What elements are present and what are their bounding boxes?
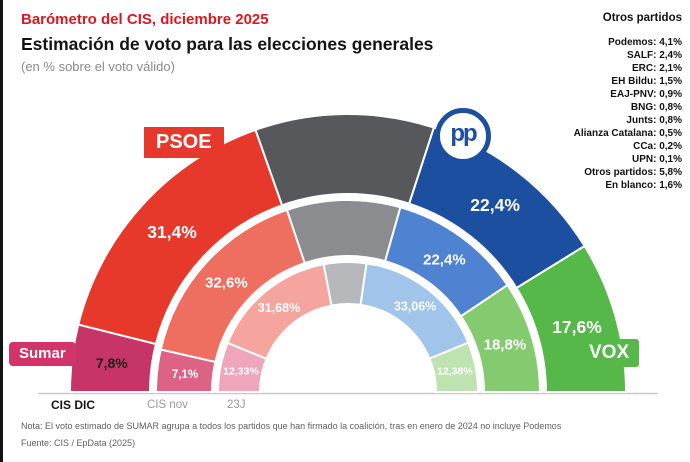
sumar-logo-badge: Sumar bbox=[9, 342, 76, 366]
others-panel: Otros partidos Podemos: 4,1% SALF: 2,4% ER… bbox=[522, 12, 682, 192]
others-panel-item: CCa: 0,2% bbox=[633, 141, 682, 152]
psoe-logo-badge: PSOE bbox=[144, 127, 224, 158]
segment-sumar-23j bbox=[216, 341, 268, 393]
others-panel-item: Junts: 0,8% bbox=[626, 115, 682, 126]
segment-vox-cis-dic bbox=[515, 244, 628, 393]
segment-value-label: 12,38% bbox=[437, 366, 473, 378]
others-panel-title: Otros partidos bbox=[602, 12, 682, 24]
others-panel-item: Otros partidos: 5,8% bbox=[584, 167, 682, 178]
segment-value-label: 31,4% bbox=[147, 222, 197, 242]
segment-vox-cis-nov bbox=[459, 283, 542, 393]
others-panel-item: UPN: 0,1% bbox=[631, 154, 682, 165]
segment-value-label: 18,8% bbox=[484, 337, 527, 354]
segment-psoe-cis-dic bbox=[77, 128, 284, 346]
others-panel-item: SALF: 2,4% bbox=[626, 50, 682, 61]
segment-value-label: 32,6% bbox=[205, 274, 248, 291]
segment-value-label: 33,06% bbox=[394, 299, 436, 313]
segment-sumar-cis-nov bbox=[154, 348, 217, 393]
segment-value-label: 7,8% bbox=[96, 355, 128, 371]
segment-otros-cis-nov bbox=[285, 199, 402, 265]
footnote: Nota: El voto estimado de SUMAR agrupa a… bbox=[21, 421, 562, 431]
others-panel-item: EH Bildu: 1,5% bbox=[611, 76, 682, 87]
segment-value-label: 7,1% bbox=[172, 369, 198, 381]
others-panel-item: Podemos: 4,1% bbox=[608, 37, 682, 48]
segment-value-label: 12,33% bbox=[223, 366, 259, 378]
report-kicker: Barómetro del CIS, diciembre 2025 bbox=[21, 11, 269, 28]
others-panel-item: BNG: 0,8% bbox=[630, 102, 682, 113]
vox-logo-badge: VOX bbox=[579, 339, 640, 367]
others-panel-item: EAJ-PNV: 0,9% bbox=[610, 89, 682, 100]
ring-label-23j: 23J bbox=[227, 399, 246, 411]
segment-value-label: 22,4% bbox=[470, 195, 520, 215]
segment-psoe-cis-nov bbox=[159, 208, 307, 364]
segment-value-label: 17,6% bbox=[552, 317, 602, 337]
others-panel-item: Alianza Catalana: 0,5% bbox=[573, 128, 682, 139]
segment-value-label: 31,68% bbox=[258, 301, 300, 315]
others-panel-list: Podemos: 4,1% SALF: 2,4% ERC: 2,1% EH Bildu… bbox=[522, 36, 682, 192]
others-panel-item: En blanco: 1,6% bbox=[605, 180, 682, 191]
segment-vox-23j bbox=[428, 341, 480, 393]
segment-sumar-cis-dic bbox=[68, 323, 158, 393]
segment-psoe-23j bbox=[226, 263, 333, 361]
segment-pp-cis-nov bbox=[383, 206, 509, 318]
others-panel-item: ERC: 2,1% bbox=[631, 63, 682, 74]
segment-value-label: 22,4% bbox=[423, 252, 466, 269]
segment-pp-23j bbox=[359, 262, 470, 360]
ring-label-cis-dic: CIS DIC bbox=[51, 398, 96, 412]
source-note: Fuente: CIS / EpData (2025) bbox=[21, 438, 136, 448]
segment-otros-23j bbox=[322, 261, 368, 307]
segment-otros-cis-dic bbox=[254, 113, 436, 207]
page-subtitle: (en % sobre el voto válido) bbox=[21, 59, 175, 74]
ring-label-cis-nov: CIS nov bbox=[147, 399, 188, 411]
pp-logo-badge: pp bbox=[435, 108, 491, 164]
page-title: Estimación de voto para las elecciones g… bbox=[21, 34, 434, 54]
